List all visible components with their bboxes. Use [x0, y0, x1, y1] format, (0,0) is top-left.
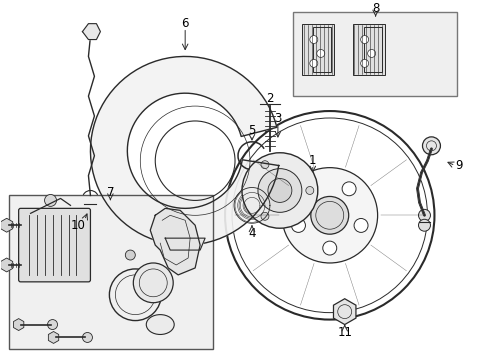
Circle shape [310, 197, 348, 234]
Text: 11: 11 [337, 326, 351, 339]
Circle shape [261, 212, 268, 220]
Circle shape [342, 182, 355, 196]
Text: 6: 6 [181, 17, 188, 30]
Circle shape [291, 219, 305, 233]
Circle shape [418, 219, 429, 231]
Circle shape [47, 320, 58, 329]
Circle shape [309, 59, 317, 67]
Polygon shape [150, 208, 200, 275]
Text: 5: 5 [248, 125, 255, 138]
Circle shape [281, 168, 377, 263]
Bar [301, 24, 333, 75]
Text: 7: 7 [106, 186, 114, 199]
Circle shape [309, 36, 317, 44]
Text: 9: 9 [455, 159, 462, 172]
Circle shape [44, 194, 57, 206]
Circle shape [360, 36, 368, 44]
Text: 1: 1 [308, 154, 316, 167]
FancyBboxPatch shape [292, 12, 456, 96]
Polygon shape [82, 24, 100, 40]
Text: 8: 8 [371, 2, 379, 15]
Circle shape [353, 219, 367, 233]
Circle shape [242, 153, 317, 228]
Polygon shape [165, 238, 204, 250]
Circle shape [316, 49, 324, 57]
Circle shape [267, 179, 291, 202]
Circle shape [125, 250, 135, 260]
Circle shape [303, 182, 317, 196]
Circle shape [422, 137, 440, 155]
Circle shape [261, 161, 268, 168]
Bar [363, 27, 381, 72]
Text: 3: 3 [274, 112, 281, 126]
Ellipse shape [146, 315, 174, 334]
Bar [312, 27, 330, 72]
Text: 4: 4 [248, 227, 255, 240]
Circle shape [367, 49, 375, 57]
FancyBboxPatch shape [19, 208, 90, 282]
FancyBboxPatch shape [9, 195, 213, 349]
Circle shape [82, 333, 92, 342]
Circle shape [133, 263, 173, 303]
Circle shape [360, 59, 368, 67]
Circle shape [258, 168, 301, 212]
Bar [352, 24, 384, 75]
Text: 2: 2 [265, 92, 273, 105]
Circle shape [305, 186, 313, 194]
Polygon shape [90, 57, 278, 245]
Text: 10: 10 [71, 219, 86, 232]
Circle shape [322, 241, 336, 255]
Circle shape [418, 210, 429, 221]
